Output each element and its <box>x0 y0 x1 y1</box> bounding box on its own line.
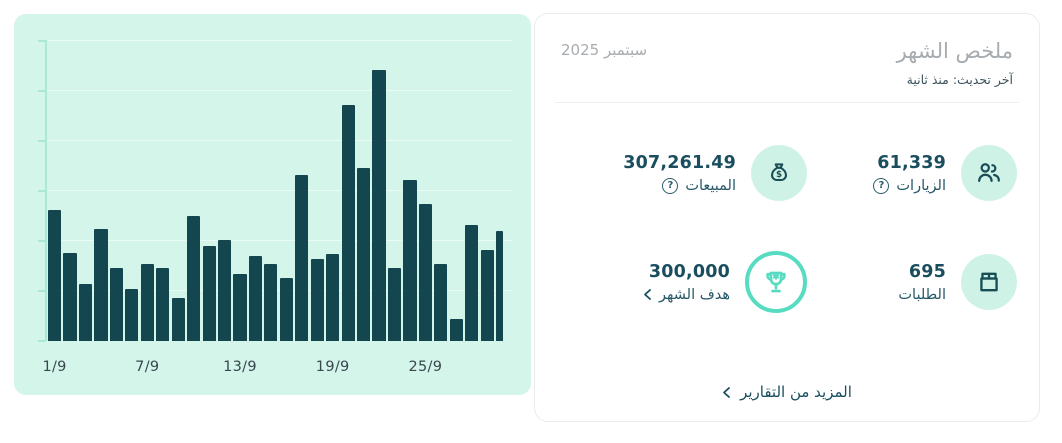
chart-bar <box>78 284 93 341</box>
chart-bar <box>434 264 448 341</box>
card-title: ملخص الشهر <box>896 39 1013 63</box>
chart-bar <box>156 268 170 341</box>
stat-goal: 300,000 هدف الشهر <box>597 251 807 313</box>
chart-bar <box>357 168 371 341</box>
chart-bar <box>248 256 263 341</box>
more-reports-link[interactable]: المزيد من التقارير <box>535 383 1039 401</box>
sales-value: 307,261.49 <box>623 152 736 173</box>
stat-text: 300,000 هدف الشهر <box>643 262 730 303</box>
y-axis-tick <box>38 340 45 342</box>
chart-bar <box>125 289 139 341</box>
header-divider <box>555 102 1019 103</box>
chart-bar <box>202 246 216 341</box>
y-axis-tick <box>38 40 45 42</box>
sales-label: المبيعات <box>685 177 736 194</box>
chart-bar <box>403 180 417 341</box>
y-axis-tick <box>38 290 45 292</box>
stat-text: 61,339 الزيارات ? <box>873 153 946 194</box>
trophy-icon <box>745 251 807 313</box>
x-axis-labels: 1/9 7/9 13/9 19/9 25/9 <box>42 359 524 379</box>
chart-bar <box>326 254 340 341</box>
stats-grid: 61,339 الزيارات ? $ 307,261.49 المبيعات <box>535 103 1039 313</box>
x-axis-tick-label: 7/9 <box>135 359 160 375</box>
period-label: سبتمبر 2025 <box>561 41 648 59</box>
bars-layer <box>48 40 524 341</box>
chart-bar <box>341 105 355 341</box>
chart-bar <box>264 264 278 341</box>
visits-label: الزيارات <box>896 177 946 194</box>
box-icon <box>961 254 1017 310</box>
goal-label: هدف الشهر <box>659 286 730 303</box>
x-axis-tick-label: 25/9 <box>408 359 443 375</box>
gridline <box>48 140 513 141</box>
card-header: ملخص الشهر آخر تحديث: منذ ثانية سبتمبر 2… <box>535 14 1039 87</box>
y-axis-tick <box>38 240 45 242</box>
y-axis-tick <box>38 140 45 142</box>
y-axis-tick <box>38 90 45 92</box>
orders-label: الطلبات <box>898 286 946 303</box>
goal-value: 300,000 <box>648 261 730 282</box>
last-updated-text: آخر تحديث: منذ ثانية <box>906 72 1013 87</box>
chart-bar <box>465 225 479 341</box>
more-reports-label: المزيد من التقارير <box>740 383 852 401</box>
chart-bar <box>140 264 154 341</box>
chart-bar <box>171 298 185 341</box>
monthly-sales-chart-panel: 1/9 7/9 13/9 19/9 25/9 <box>14 14 531 395</box>
chart-bar <box>94 229 108 341</box>
x-axis-tick-label: 13/9 <box>223 359 257 375</box>
chart-bar <box>387 268 402 341</box>
chevron-left-icon <box>722 386 731 399</box>
users-icon <box>961 145 1017 201</box>
x-axis-tick-label: 1/9 <box>42 359 67 375</box>
x-axis-tick-label: 19/9 <box>315 359 350 375</box>
chart-bar <box>295 175 309 341</box>
y-axis <box>38 40 47 342</box>
stat-text: 695 الطلبات <box>898 262 946 303</box>
title-block: ملخص الشهر آخر تحديث: منذ ثانية <box>897 39 1013 87</box>
chart-bar <box>418 204 432 341</box>
chart-bar <box>279 278 293 341</box>
gridline <box>48 190 513 191</box>
orders-value: 695 <box>908 261 946 282</box>
chart-bar <box>63 253 77 341</box>
stat-orders: 695 الطلبات <box>807 251 1017 313</box>
stat-visits: 61,339 الزيارات ? <box>807 145 1017 201</box>
stat-sales: $ 307,261.49 المبيعات ? <box>597 145 807 201</box>
chart-bar <box>480 250 494 341</box>
help-icon[interactable]: ? <box>873 177 890 194</box>
chart-bar <box>187 216 201 341</box>
chevron-left-icon <box>643 288 652 301</box>
visits-value: 61,339 <box>877 152 946 173</box>
chart-bar <box>372 70 386 341</box>
month-summary-card: ملخص الشهر آخر تحديث: منذ ثانية سبتمبر 2… <box>534 13 1040 422</box>
svg-text:$: $ <box>776 170 782 180</box>
chart-bar <box>496 231 504 341</box>
chart-bar <box>109 268 123 341</box>
chart-bar <box>449 319 463 341</box>
chart-bar <box>310 259 324 341</box>
y-axis-tick <box>38 190 45 192</box>
gridline <box>48 40 513 41</box>
goal-link[interactable]: هدف الشهر <box>643 287 730 303</box>
chart-bar <box>217 240 232 341</box>
help-icon[interactable]: ? <box>662 177 679 194</box>
money-bag-icon: $ <box>751 145 807 201</box>
chart-bar <box>233 274 247 341</box>
gridline <box>48 240 513 241</box>
stat-text: 307,261.49 المبيعات ? <box>623 153 736 194</box>
chart-bar <box>48 210 62 341</box>
gridline <box>48 90 513 91</box>
